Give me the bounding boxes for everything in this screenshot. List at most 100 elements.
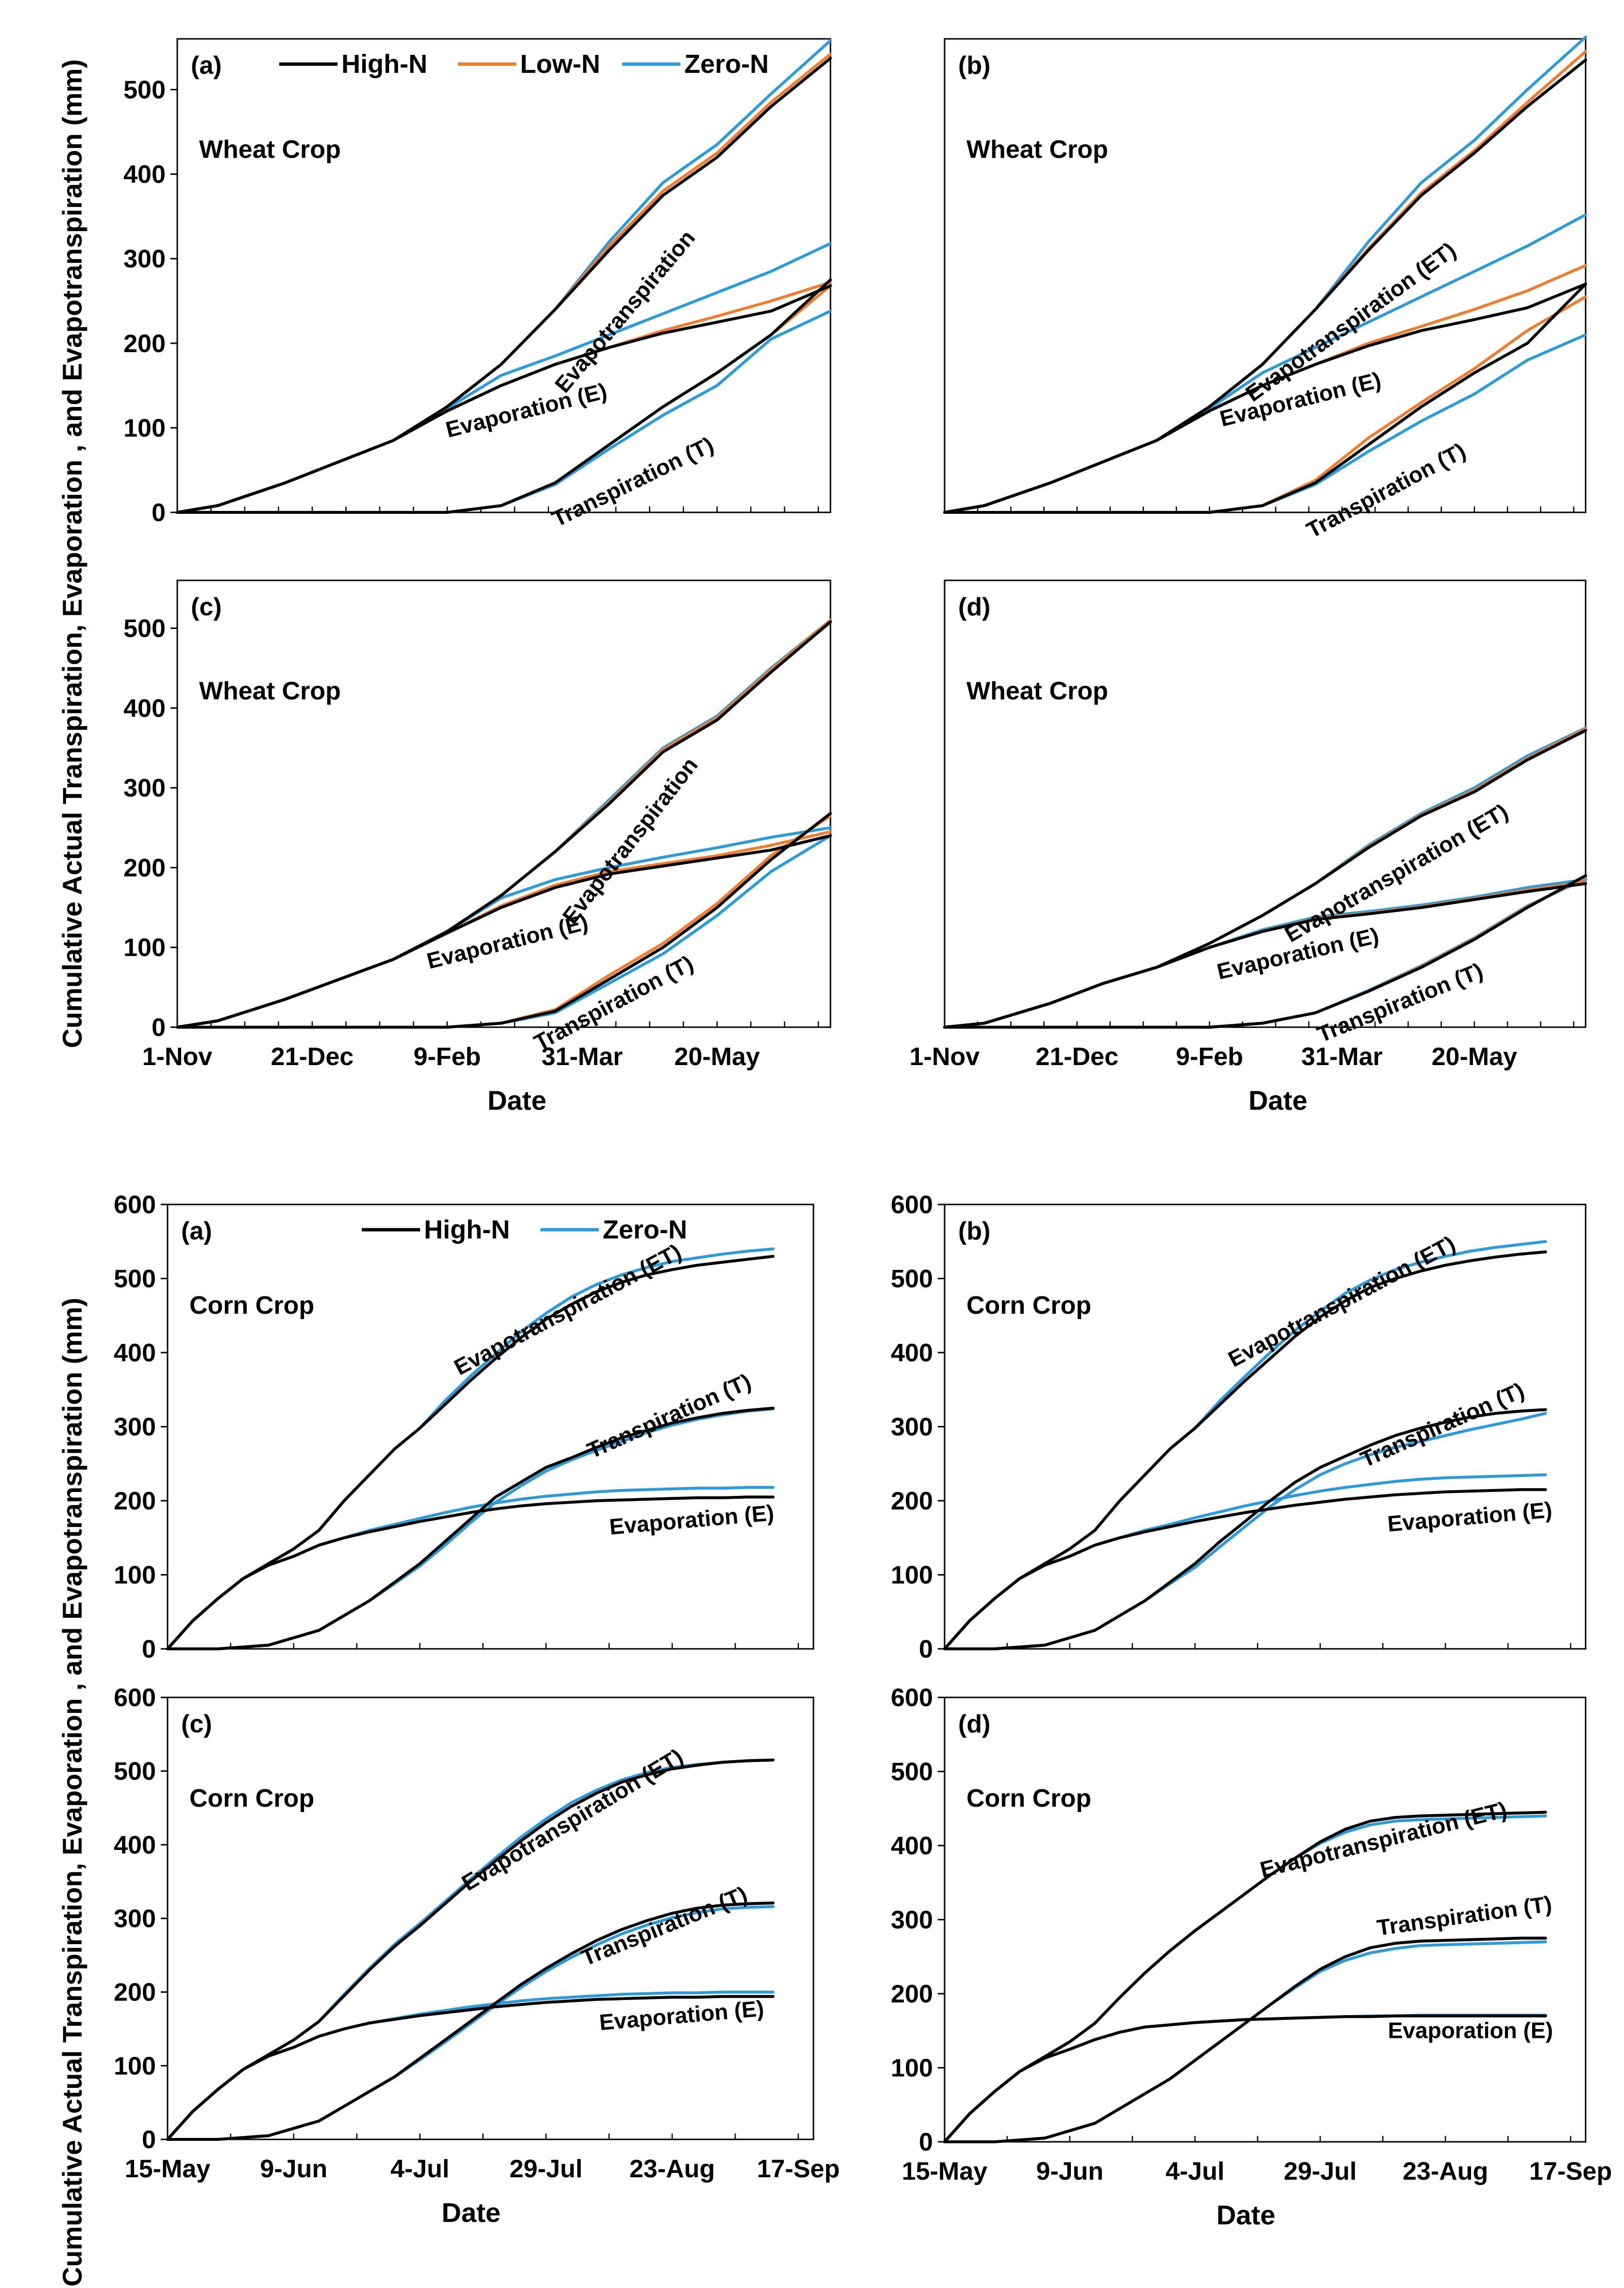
x-tick-label: 20-May <box>1432 1043 1517 1071</box>
series-line-high-n-et <box>943 1811 1547 2143</box>
y-tick-label: 0 <box>142 1635 156 1663</box>
crop-label: Wheat Crop <box>199 136 341 164</box>
x-axis-title: Date <box>488 1085 546 1116</box>
curve-annotation: Transpiration (T) <box>578 1881 751 1970</box>
series-line-high-n-t <box>166 1901 775 2141</box>
panel-label: (b) <box>958 1217 990 1245</box>
chart-panels: 0 100 200 300 400 500 (a) Wheat Crop Evapotransp… <box>114 35 1612 2230</box>
y-tick-label: 400 <box>123 161 166 189</box>
series-line-high-n-e <box>943 882 1587 1029</box>
x-axis-title: Date <box>1217 2200 1275 2230</box>
curve-annotation: Transpiration (T) <box>583 1369 755 1463</box>
panel-corn-a: 0 100 200 300 400 500 600 (a) Corn Crop Evapotran… <box>114 1191 814 1663</box>
x-tick-label: 15-May <box>125 2155 210 2183</box>
panel-label: (b) <box>958 51 990 80</box>
plot-frame <box>176 579 831 1028</box>
series-line-zero-n-et <box>943 726 1587 1029</box>
series-line-zero-n-e <box>176 242 832 514</box>
y-tick-label: 100 <box>114 1561 156 1590</box>
panel-wheat-c: 0 100 200 300 400 500 1-Nov 21-Dec 9-Feb 31-Mar 20… <box>123 579 832 1116</box>
y-tick-label: 400 <box>123 695 166 723</box>
x-tick-label: 1-Nov <box>910 1043 980 1071</box>
plot-frame <box>176 38 831 513</box>
series-line-high-n-e <box>943 282 1587 514</box>
series-line-high-n-t <box>176 278 832 514</box>
curve-annotation: Evapotranspiration <box>550 225 700 398</box>
legend-label: High-N <box>341 50 427 79</box>
legend: High-N Low-N Zero-N <box>279 50 769 79</box>
corn-y-axis-title: Cumulative Actual Transpiration, Evapora… <box>57 1298 87 2287</box>
x-tick-label: 4-Jul <box>390 2155 449 2183</box>
series-line-high-n-e <box>176 834 832 1029</box>
y-tick-label: 0 <box>142 2126 156 2154</box>
y-tick-label: 400 <box>114 1831 156 1859</box>
y-tick-label: 600 <box>114 1684 156 1712</box>
y-tick-label: 200 <box>891 1487 933 1515</box>
crop-label: Wheat Crop <box>966 677 1108 705</box>
x-tick-label: 15-May <box>902 2157 987 2186</box>
curve-annotation: Evaporation (E) <box>424 909 591 974</box>
y-tick-label: 500 <box>891 1758 933 1786</box>
wheat-y-axis-title: Cumulative Actual Transpiration, Evapora… <box>57 59 87 1048</box>
curve-annotation: Evapotranspiration (ET) <box>1224 1231 1459 1372</box>
panel-wheat-a: 0 100 200 300 400 500 (a) Wheat Crop Evapotransp… <box>123 38 832 532</box>
panel-wheat-d: 1-Nov 21-Dec 9-Feb 31-Mar 20-May Date (d) Wheat… <box>910 579 1587 1116</box>
y-tick-label: 200 <box>123 330 166 358</box>
y-tick-label: 600 <box>114 1191 156 1219</box>
series-line-zero-n-et <box>943 35 1587 514</box>
series-line-low-n-t <box>176 814 832 1029</box>
curve-annotation: Transpiration (T) <box>548 432 717 532</box>
legend: High-N Zero-N <box>362 1215 687 1244</box>
y-tick-label: 500 <box>123 76 166 104</box>
series-line-high-n-e <box>943 1488 1547 1650</box>
series-line-high-n-e <box>176 284 832 514</box>
series-line-high-n-et <box>166 1758 775 2141</box>
y-tick-label: 600 <box>891 1684 933 1712</box>
series-line-zero-n-e <box>943 1473 1547 1650</box>
panel-label: (c) <box>181 1710 212 1738</box>
crop-label: Corn Crop <box>966 1784 1091 1813</box>
curve-annotation: Evaporation (E) <box>1217 367 1383 431</box>
x-tick-label: 21-Dec <box>271 1043 354 1071</box>
y-tick-label: 400 <box>891 1832 933 1860</box>
x-tick-label: 1-Nov <box>142 1043 213 1071</box>
y-tick-label: 500 <box>114 1265 156 1293</box>
plot-frame <box>944 579 1587 1028</box>
series-line-high-n-t <box>943 1936 1547 2143</box>
series-line-zero-n-et <box>943 1814 1547 2143</box>
curve-annotation: Evaporation (E) <box>1387 1497 1553 1536</box>
y-tick-label: 100 <box>123 934 166 962</box>
panel-label: (a) <box>181 1217 212 1245</box>
x-tick-label: 17-Sep <box>757 2155 840 2183</box>
y-tick-label: 300 <box>891 1906 933 1934</box>
series-line-low-n-et <box>943 50 1587 514</box>
curve-annotation: Evapotranspiration (ET) <box>1257 1797 1509 1882</box>
series-line-high-n-et <box>943 729 1587 1029</box>
x-tick-label: 23-Aug <box>1403 2157 1488 2186</box>
curve-annotation: Evapotranspiration (ET) <box>450 1239 685 1380</box>
legend-label: Zero-N <box>603 1215 687 1244</box>
legend-label: Zero-N <box>684 50 769 79</box>
crop-label: Wheat Crop <box>199 677 341 705</box>
crop-label: Corn Crop <box>189 1291 314 1320</box>
curve-annotation: Evaporation (E) <box>609 1500 775 1539</box>
panel-label: (a) <box>191 51 222 80</box>
series-line-high-n-t <box>943 874 1587 1029</box>
y-tick-label: 100 <box>891 2054 933 2083</box>
series-line-zero-n-et <box>166 1758 775 2141</box>
series-line-high-n-e <box>943 2014 1547 2143</box>
y-tick-label: 100 <box>891 1561 933 1590</box>
legend-label: Low-N <box>520 50 600 79</box>
x-tick-label: 9-Feb <box>413 1043 481 1071</box>
curve-annotation: Evaporation (E) <box>443 378 609 442</box>
y-tick-label: 200 <box>114 1487 156 1515</box>
series-line-high-n-t <box>166 1407 775 1650</box>
panel-label: (c) <box>191 593 222 621</box>
series-line-high-n-e <box>166 1995 775 2141</box>
y-tick-label: 100 <box>123 414 166 442</box>
curve-annotation: Evaporation (E) <box>1388 2018 1553 2043</box>
y-tick-label: 100 <box>114 2052 156 2080</box>
y-tick-label: 300 <box>891 1413 933 1441</box>
panel-corn-d: 0 100 200 300 400 500 600 15-May 9-Jun 4-Jul 29-Ju… <box>891 1684 1612 2230</box>
panel-label: (d) <box>958 1710 990 1738</box>
